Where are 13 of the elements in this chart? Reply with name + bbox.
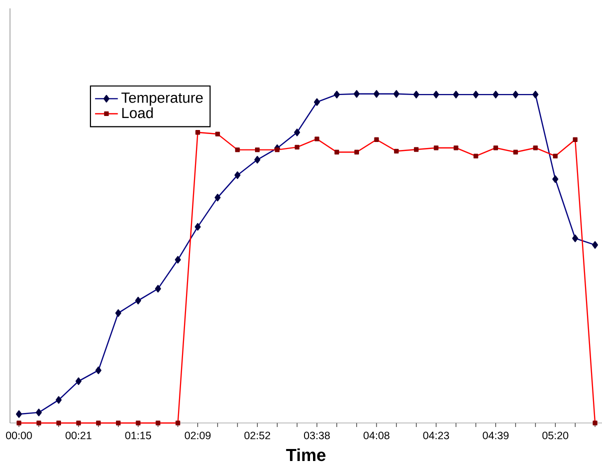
x-tick-label: 00:21 [66,432,92,440]
x-tick-label: 04:39 [482,432,509,440]
x-tick-label: 04:23 [423,432,449,440]
x-tick-label: 01:15 [125,432,152,440]
x-tick-label: 05:20 [542,432,568,440]
x-tick-label: 02:52 [244,432,270,440]
x-tick-label: 02:09 [184,432,211,440]
x-tick-label: 03:38 [304,432,330,440]
x-axis-title: Time [286,448,326,462]
x-tick-label: 04:08 [364,432,390,440]
x-tick-label: 00:00 [6,432,32,440]
legend-label: Temperature [121,92,203,106]
legend-label: Load [122,107,153,118]
